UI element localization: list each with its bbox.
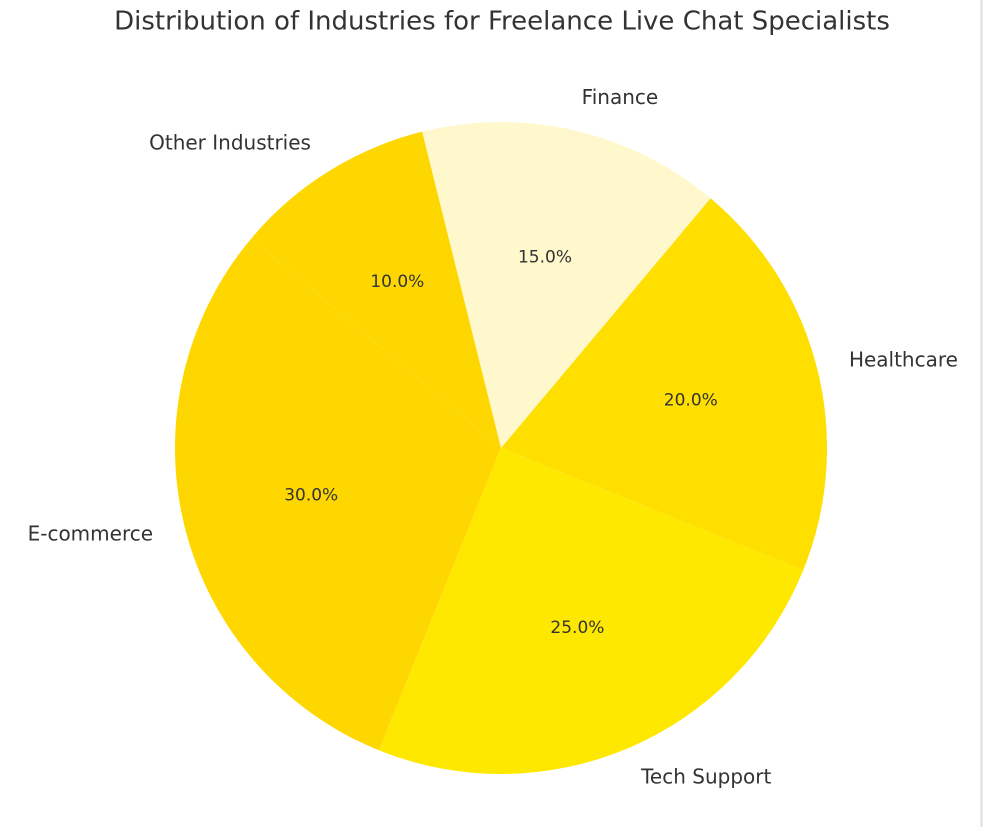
- value-label: 10.0%: [370, 272, 424, 292]
- pie-slice: [501, 198, 828, 571]
- value-label: 20.0%: [664, 391, 718, 411]
- pie-slice: [422, 121, 711, 449]
- slice-label: Finance: [582, 85, 659, 109]
- value-label: 15.0%: [518, 247, 572, 267]
- value-label: 30.0%: [284, 485, 338, 505]
- chart-title: Distribution of Industries for Freelance…: [114, 7, 890, 37]
- slice-label: Other Industries: [149, 130, 311, 154]
- slice-label: Healthcare: [849, 348, 958, 372]
- slice-label: Tech Support: [640, 765, 771, 789]
- slice-label: E-commerce: [28, 521, 153, 545]
- pie-slice: [378, 448, 804, 774]
- pie-slice: [251, 131, 501, 448]
- pie-slice: [174, 238, 501, 751]
- value-label: 25.0%: [550, 618, 604, 638]
